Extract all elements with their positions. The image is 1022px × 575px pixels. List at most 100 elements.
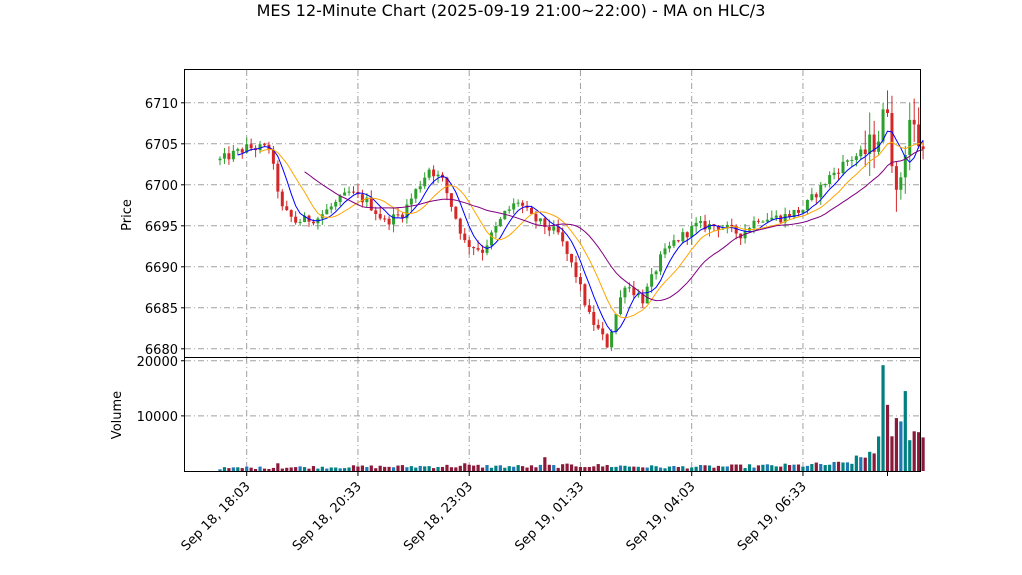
candle-body — [752, 220, 756, 229]
volume-bar — [792, 464, 796, 471]
candle-body — [663, 248, 667, 255]
price-tick-label: 6690 — [145, 261, 178, 276]
candle-body — [222, 153, 226, 159]
volume-bar — [690, 467, 694, 471]
volume-bar — [249, 467, 253, 471]
candle-body — [463, 233, 467, 241]
candle-body — [619, 297, 622, 315]
candle-body — [667, 245, 671, 249]
candle-body — [280, 191, 284, 207]
volume-bar — [343, 468, 347, 471]
volume-bar — [667, 466, 672, 471]
volume-bar — [507, 466, 511, 471]
volume-bar — [334, 467, 338, 471]
volume-bar — [258, 466, 262, 471]
candle-body — [801, 210, 805, 213]
candle-body — [921, 146, 925, 150]
candle-body — [338, 195, 342, 202]
x-tick-label: Sep 19, 04:03 — [624, 479, 699, 554]
volume-bar — [222, 467, 227, 471]
volume-bar — [360, 465, 364, 471]
volume-bar — [325, 468, 329, 471]
candle-body — [423, 177, 427, 187]
candle-body — [641, 294, 645, 304]
volume-bar — [561, 464, 565, 471]
candle-body — [476, 248, 480, 250]
candle-body — [788, 214, 792, 218]
candle-body — [236, 149, 240, 151]
candle-body — [347, 191, 351, 193]
volume-bar — [699, 465, 703, 471]
candle-body — [374, 210, 378, 214]
candle-body — [685, 232, 689, 238]
candle-body — [912, 119, 916, 125]
volume-bar — [819, 464, 823, 471]
candle-body — [245, 144, 249, 153]
candle-body — [681, 232, 685, 242]
volume-bar — [463, 463, 467, 471]
candle-body — [574, 262, 578, 278]
volume-bar — [730, 464, 734, 471]
candle-body — [507, 209, 511, 211]
volume-bar — [627, 466, 631, 471]
candle-body — [570, 253, 574, 263]
volume-bar — [454, 467, 458, 471]
volume-bar — [707, 465, 712, 471]
candle-body — [556, 226, 560, 233]
candle-body — [454, 206, 458, 219]
candle-body — [445, 177, 449, 194]
volume-bar — [521, 466, 525, 471]
chart-title: MES 12-Minute Chart (2025-09-19 21:00~22… — [256, 1, 766, 20]
price-tick-label: 6685 — [145, 302, 178, 317]
volume-bar — [592, 466, 596, 471]
volume-bar — [752, 467, 756, 471]
candle-body — [472, 247, 476, 249]
volume-bar — [440, 466, 445, 471]
volume-bar — [347, 467, 351, 471]
candle-body — [708, 224, 711, 230]
candle-body — [369, 197, 373, 211]
volume-bar — [881, 365, 885, 471]
candle-body — [503, 210, 507, 220]
volume-bar — [632, 466, 636, 471]
volume-bar — [547, 464, 551, 471]
volume-bar — [685, 468, 689, 471]
candle-body — [886, 109, 889, 114]
volume-bar — [614, 466, 618, 471]
volume-bar — [779, 466, 783, 471]
candle-body — [894, 166, 898, 190]
candle-body — [659, 254, 663, 272]
candle-body — [779, 215, 783, 223]
candle-body — [703, 221, 707, 230]
volume-bar — [356, 466, 360, 471]
candle-body — [592, 311, 596, 325]
volume-bar — [872, 453, 876, 471]
candle-body — [596, 324, 600, 329]
volume-bar — [917, 432, 921, 471]
volume-bar — [725, 466, 729, 471]
candle-body — [672, 240, 676, 246]
candle-body — [694, 222, 698, 227]
price-tick-label: 6695 — [145, 220, 178, 235]
volume-bar — [832, 462, 836, 471]
volume-bars — [218, 365, 925, 471]
candle-body — [489, 232, 493, 246]
candle-body — [832, 172, 836, 176]
volume-bar — [823, 465, 827, 471]
x-tick-label: Sep 18, 20:33 — [290, 479, 365, 554]
candle-body — [823, 184, 827, 186]
volume-bar — [854, 455, 858, 471]
candle-body — [805, 199, 809, 211]
candle-body — [890, 113, 894, 167]
candle-body — [481, 249, 485, 253]
volume-bar — [489, 467, 494, 471]
candle-body — [716, 226, 720, 230]
candle-body — [231, 150, 235, 160]
candle-body — [841, 161, 845, 174]
volume-bar — [894, 418, 898, 471]
volume-grid — [185, 358, 920, 471]
candle-body — [872, 134, 876, 152]
candle-body — [650, 274, 654, 287]
volume-bar — [721, 466, 725, 471]
